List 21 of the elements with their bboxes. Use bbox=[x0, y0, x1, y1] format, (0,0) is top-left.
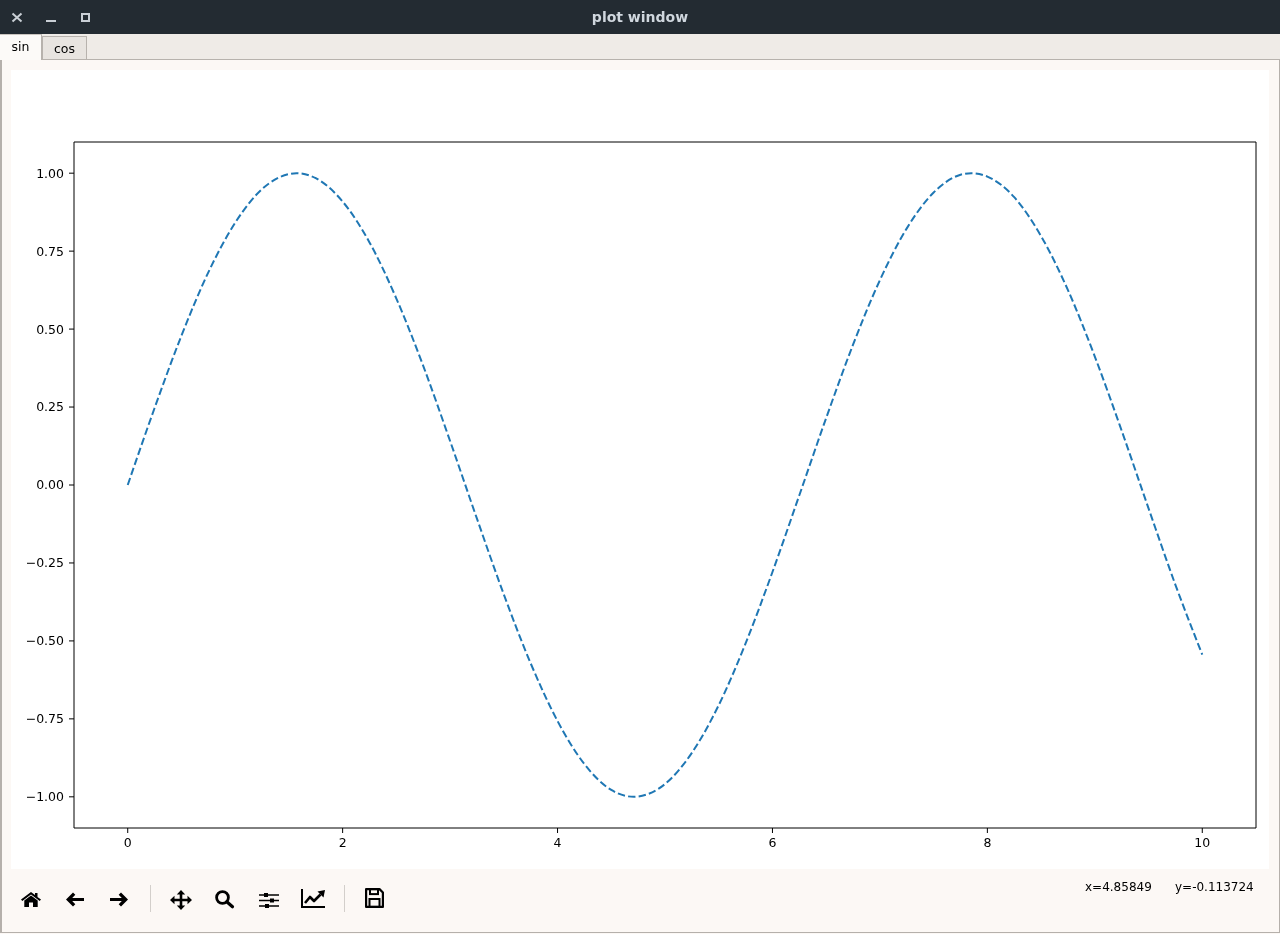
y-tick-label: 1.00 bbox=[36, 165, 65, 181]
y-tick-label: 0.75 bbox=[36, 243, 64, 259]
x-tick-label: 4 bbox=[553, 834, 562, 850]
x-tick-label: 10 bbox=[1194, 834, 1211, 850]
line-series bbox=[126, 172, 1204, 798]
text: x=4.85849 bbox=[1085, 879, 1152, 895]
tab: cos bbox=[42, 36, 87, 59]
y-tick-label: −0.50 bbox=[25, 633, 65, 649]
x-tick-label: 0 bbox=[123, 834, 132, 850]
y-tick-label: 0.50 bbox=[36, 321, 65, 337]
y-tick-label: 0.25 bbox=[36, 399, 64, 415]
tab: sin bbox=[0, 34, 42, 60]
text: y=-0.113724 bbox=[1175, 879, 1254, 895]
y-tick-label: −1.00 bbox=[25, 789, 65, 805]
x-tick-label: 2 bbox=[338, 834, 347, 850]
y-tick-label: 0.00 bbox=[36, 477, 65, 493]
y-tick-label: −0.25 bbox=[25, 555, 64, 571]
chart-title: plot window bbox=[0, 0, 1280, 34]
y-tick-label: −0.75 bbox=[25, 711, 64, 727]
x-tick-label: 6 bbox=[768, 834, 777, 850]
x-tick-label: 8 bbox=[983, 834, 992, 850]
